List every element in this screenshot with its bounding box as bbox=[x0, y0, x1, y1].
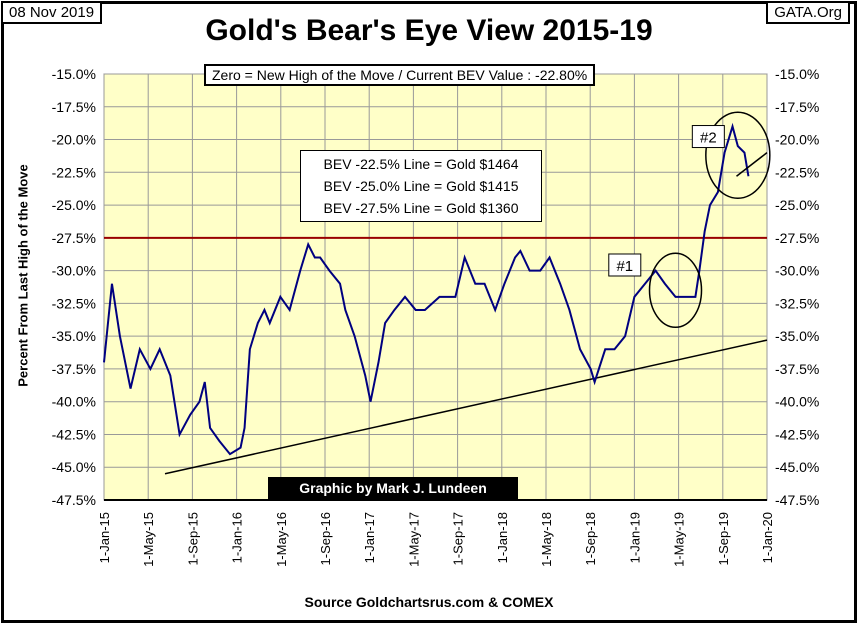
x-tick-label: 1-Sep-15 bbox=[185, 512, 200, 565]
y-tick-label-right: -47.5% bbox=[775, 492, 819, 508]
bev-line-3: BEV -27.5% Line = Gold $1360 bbox=[323, 200, 519, 216]
source-label: Source Goldchartsrus.com & COMEX bbox=[304, 594, 554, 610]
plot-background bbox=[103, 73, 768, 501]
y-tick-label-right: -22.5% bbox=[775, 164, 819, 180]
date-label: 08 Nov 2019 bbox=[1, 1, 103, 24]
x-tick-label: 1-May-16 bbox=[274, 512, 289, 567]
bev-line-1: BEV -22.5% Line = Gold $1464 bbox=[323, 156, 519, 172]
y-tick-label-right: -32.5% bbox=[775, 295, 819, 311]
x-tick-label: 1-Jan-17 bbox=[362, 512, 377, 563]
x-tick-label: 1-Sep-19 bbox=[716, 512, 731, 565]
x-tick-label: 1-Sep-16 bbox=[318, 512, 333, 565]
bev-line-2: BEV -25.0% Line = Gold $1415 bbox=[323, 178, 519, 194]
y-tick-label-left: -37.5% bbox=[52, 361, 96, 377]
y-tick-label-left: -22.5% bbox=[52, 164, 96, 180]
info-box: Zero = New High of the Move / Current BE… bbox=[204, 64, 596, 86]
y-tick-label-right: -27.5% bbox=[775, 230, 819, 246]
y-tick-label-left: -35.0% bbox=[52, 328, 96, 344]
x-tick-label: 1-Jan-16 bbox=[230, 512, 245, 563]
y-tick-label-right: -30.0% bbox=[775, 263, 819, 279]
y-tick-label-left: -40.0% bbox=[52, 394, 96, 410]
y-tick-label-right: -20.0% bbox=[775, 132, 819, 148]
y-tick-label-right: -25.0% bbox=[775, 197, 819, 213]
x-tick-label: 1-May-15 bbox=[141, 512, 156, 567]
x-tick-label: 1-Sep-17 bbox=[451, 512, 466, 565]
y-tick-label-left: -47.5% bbox=[52, 492, 96, 508]
x-tick-label: 1-Jan-20 bbox=[760, 512, 775, 563]
chart-title: Gold's Bear's Eye View 2015-19 bbox=[205, 14, 653, 47]
y-tick-label-left: -32.5% bbox=[52, 295, 96, 311]
annotation-box bbox=[691, 125, 725, 149]
x-tick-label: 1-Jan-19 bbox=[627, 512, 642, 563]
annotation-label: #2 bbox=[700, 130, 717, 147]
x-tick-label: 1-Jan-15 bbox=[97, 512, 112, 563]
x-tick-label: 1-May-18 bbox=[539, 512, 554, 567]
y-tick-label-right: -35.0% bbox=[775, 328, 819, 344]
circle-annotation-1 bbox=[648, 252, 703, 329]
y-tick-label-right: -40.0% bbox=[775, 394, 819, 410]
y-tick-label-left: -45.0% bbox=[52, 459, 96, 475]
circle-annotation-2 bbox=[705, 111, 771, 200]
bev-series-line bbox=[103, 122, 750, 456]
y-tick-label-left: -25.0% bbox=[52, 197, 96, 213]
y-tick-label-left: -27.5% bbox=[52, 230, 96, 246]
y-tick-label-right: -42.5% bbox=[775, 426, 819, 442]
y-tick-label-right: -37.5% bbox=[775, 361, 819, 377]
y-tick-label-left: -17.5% bbox=[52, 99, 96, 115]
annotation-box bbox=[608, 253, 642, 277]
annotation-trend-mark bbox=[736, 152, 768, 177]
credit-label: Graphic by Mark J. Lundeen bbox=[268, 477, 518, 500]
x-tick-label: 1-May-19 bbox=[672, 512, 687, 567]
y-tick-label-right: -45.0% bbox=[775, 459, 819, 475]
site-label: GATA.Org bbox=[766, 1, 850, 24]
y-tick-label-left: -15.0% bbox=[52, 66, 96, 82]
bev-legend-box: BEV -22.5% Line = Gold $1464 BEV -25.0% … bbox=[300, 150, 542, 222]
y-tick-label-left: -30.0% bbox=[52, 263, 96, 279]
x-tick-label: 1-Sep-18 bbox=[583, 512, 598, 565]
y-tick-label-right: -15.0% bbox=[775, 66, 819, 82]
y-tick-label-left: -20.0% bbox=[52, 132, 96, 148]
annotation-label: #1 bbox=[616, 258, 633, 275]
y-tick-label-left: -42.5% bbox=[52, 426, 96, 442]
x-tick-label: 1-May-17 bbox=[406, 512, 421, 567]
trend-line bbox=[164, 339, 768, 475]
x-tick-label: 1-Jan-18 bbox=[495, 512, 510, 563]
y-tick-label-right: -17.5% bbox=[775, 99, 819, 115]
